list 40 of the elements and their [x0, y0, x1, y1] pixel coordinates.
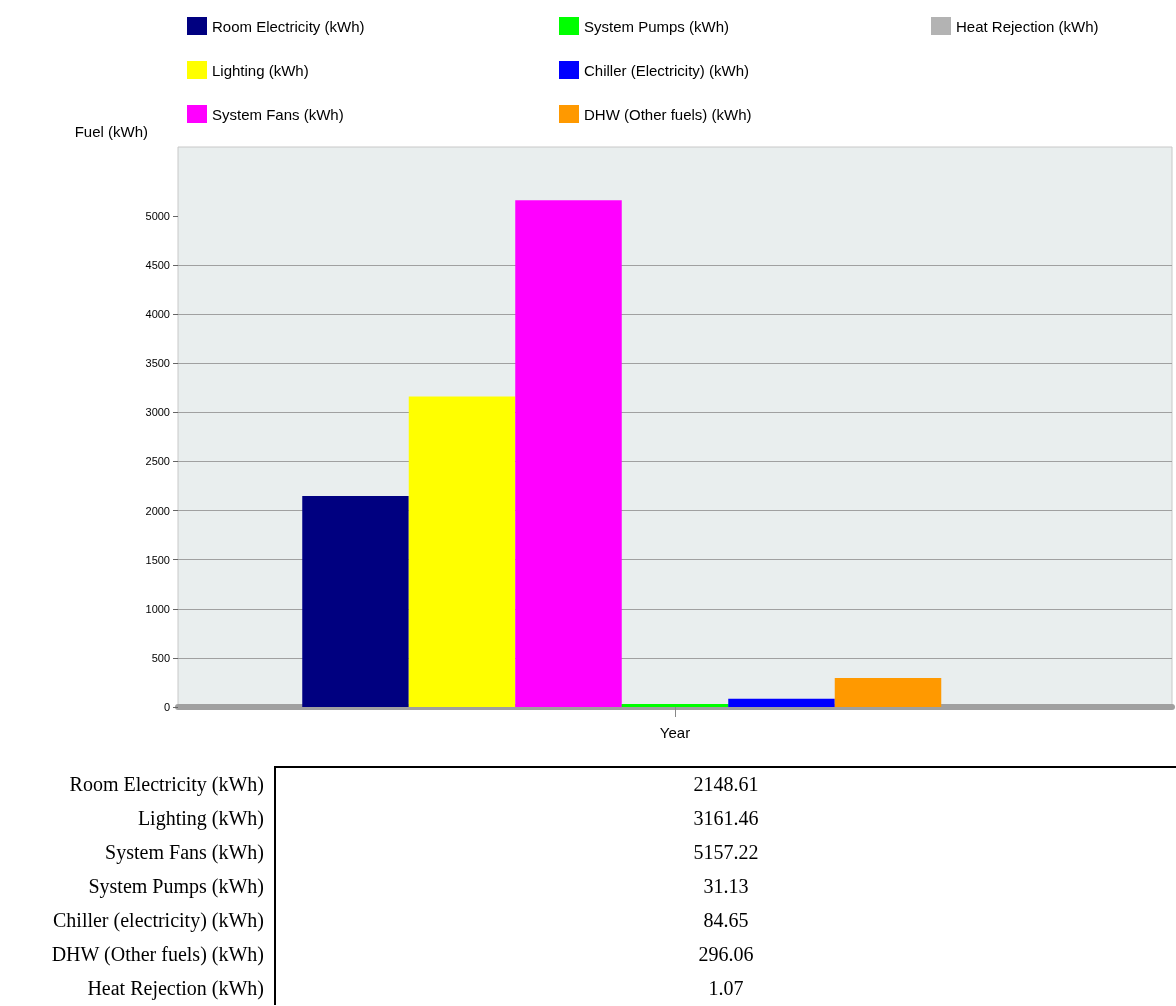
category-label: System Fans (kWh) [104, 839, 265, 866]
bar [515, 200, 622, 707]
y-tick-label: 5000 [145, 209, 170, 222]
y-tick-label: 4000 [145, 308, 170, 321]
category-label: Lighting (kWh) [136, 805, 265, 832]
legend-label: Chiller (Electricity) (kWh) [584, 61, 749, 79]
y-tick-label: 1000 [145, 602, 170, 615]
y-tick-label: 3500 [145, 357, 170, 370]
data-label: 84.65 [275, 903, 1176, 937]
legend-label: DHW (Other fuels) (kWh) [584, 105, 752, 123]
x-tick-label: Year [659, 724, 691, 741]
y-tick-label: 4500 [145, 258, 170, 271]
y-tick-label: 500 [151, 651, 170, 664]
category-label: Heat Rejection (kWh) [86, 975, 265, 1002]
category-label: System Pumps (kWh) [87, 873, 265, 900]
category-label: DHW (Other fuels) (kWh) [50, 941, 265, 968]
bar [408, 396, 516, 707]
data-label: 296.06 [275, 937, 1176, 971]
bar [728, 698, 835, 707]
legend-label: System Fans (kWh) [212, 105, 344, 123]
y-tick-label: 2500 [145, 455, 170, 468]
bar [834, 677, 942, 707]
data-label: 5157.22 [275, 835, 1176, 869]
data-label: 2148.61 [275, 767, 1176, 801]
category-label: Chiller (electricity) (kWh) [52, 907, 265, 934]
bar [621, 703, 729, 707]
y-axis-title: Fuel (kWh) [74, 123, 148, 140]
data-label: 31.13 [275, 869, 1176, 903]
legend-label: Lighting (kWh) [212, 61, 309, 79]
legend-label: Heat Rejection (kWh) [956, 17, 1099, 35]
y-tick-label: 2000 [145, 504, 170, 517]
legend-label: Room Electricity (kWh) [212, 17, 365, 35]
data-label: 1.07 [275, 971, 1176, 1005]
data-label: 3161.46 [275, 801, 1176, 835]
bar [302, 495, 409, 707]
y-tick-label: 3000 [145, 406, 170, 419]
category-label: Room Electricity (kWh) [68, 771, 265, 798]
y-tick-label: 0 [163, 701, 170, 713]
y-tick-label: 1500 [145, 553, 170, 566]
legend-label: System Pumps (kWh) [584, 17, 730, 35]
